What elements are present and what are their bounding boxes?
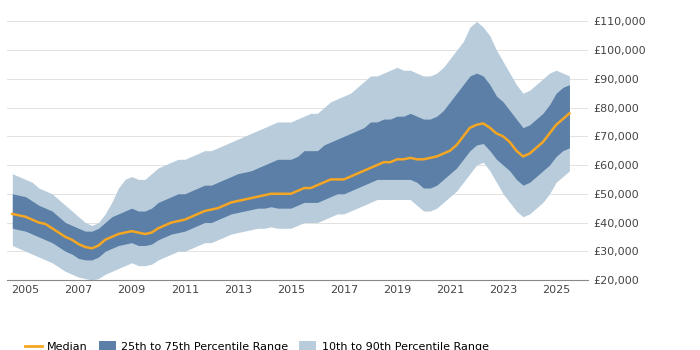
Legend: Median, 25th to 75th Percentile Range, 10th to 90th Percentile Range: Median, 25th to 75th Percentile Range, 1… [20,337,493,350]
